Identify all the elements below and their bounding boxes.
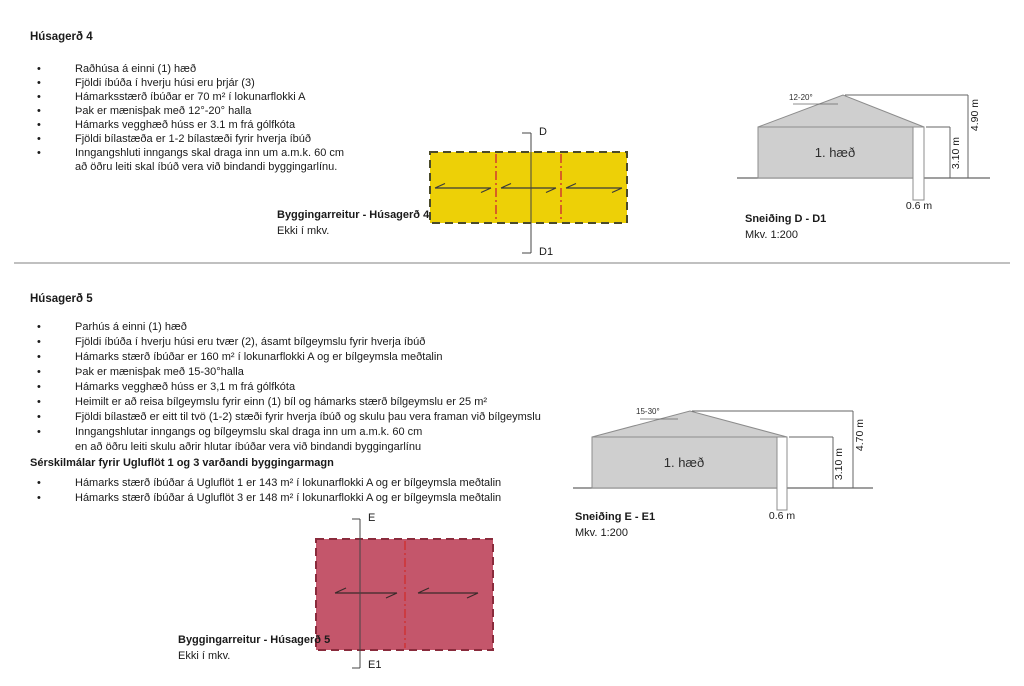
entrance-arrow <box>417 587 479 599</box>
entrance-arrow <box>434 182 492 194</box>
ridge-height-label-d: 4.90 m <box>969 99 981 132</box>
recess-width-label-e: 0.6 m <box>768 510 796 522</box>
cross-section-e-scale: Mkv. 1:200 <box>575 527 628 539</box>
entrance-recess <box>912 126 925 201</box>
bullet-item: Hámarksstærð íbúðar er 70 m² í lokunarfl… <box>30 90 690 104</box>
bullet-item: Inngangshluti inngangs skal draga inn um… <box>30 146 690 174</box>
ridge-height-label-e: 4.70 m <box>854 419 866 452</box>
entrance-arrow <box>334 587 398 599</box>
cross-section-d-scale: Mkv. 1:200 <box>745 229 798 241</box>
site-plan-5-drawing <box>315 518 494 669</box>
wall-height-dim-line <box>926 126 951 178</box>
ridge-height-dim-line <box>692 410 854 488</box>
entrance-arrow <box>565 182 623 194</box>
plan5-caption-scale: Ekki í mkv. <box>178 650 231 662</box>
plan4-caption-title: Byggingarreitur - Húsagerð 4 <box>277 209 430 221</box>
cross-section-d-title: Sneiðing D - D1 <box>745 213 827 225</box>
floor-label-d: 1. hæð <box>814 145 856 160</box>
entrance-arrow <box>500 182 557 194</box>
bullet-item: Fjöldi íbúða í hverju húsi eru þrjár (3) <box>30 76 690 90</box>
plan4-caption-scale: Ekki í mkv. <box>277 225 330 237</box>
husagerd4-bullet-list: Raðhúsa á einni (1) hæð Fjöldi íbúða í h… <box>30 62 690 174</box>
plan5-caption-title: Byggingarreitur - Húsagerð 5 <box>178 634 331 646</box>
wall-height-label-e: 3.10 m <box>833 448 845 481</box>
house-roof <box>757 94 925 128</box>
bullet-item: Hámarks stærð íbúðar á Ugluflöt 3 er 148… <box>30 491 690 506</box>
roof-angle-label-d: 12-20° <box>789 93 813 102</box>
bullet-item: Hámarks stærð íbúðar á Ugluflöt 1 er 143… <box>30 476 690 491</box>
wall-height-label-d: 3.10 m <box>950 137 962 170</box>
bullet-item: Heimilt er að reisa bílgeymslu fyrir ein… <box>30 395 690 410</box>
wall-height-dim-line <box>789 436 834 488</box>
serskilmalar-bullet-list: Hámarks stærð íbúðar á Ugluflöt 1 er 143… <box>30 476 690 506</box>
bullet-item: Fjöldi bílastæða er 1-2 bílastæði fyrir … <box>30 132 690 146</box>
cross-section-e-title: Sneiðing E - E1 <box>575 511 656 523</box>
husagerd5-bullet-list: Parhús á einni (1) hæð Fjöldi íbúða í hv… <box>30 320 690 455</box>
section-label-d1: D1 <box>539 246 554 258</box>
husagerd5-heading: Húsagerð 5 <box>30 293 93 305</box>
house-wall <box>757 126 914 179</box>
bullet-item: Raðhúsa á einni (1) hæð <box>30 62 690 76</box>
section-label-e: E <box>368 512 376 524</box>
bullet-item: Parhús á einni (1) hæð <box>30 320 690 335</box>
bullet-item: Hámarks vegghæð húss er 3.1 m frá gólfkó… <box>30 118 690 132</box>
entrance-recess <box>776 436 788 511</box>
bullet-item: Hámarks stærð íbúðar er 160 m² í lokunar… <box>30 350 690 365</box>
bullet-item: Hámarks vegghæð húss er 3,1 m frá gólfkó… <box>30 380 690 395</box>
cross-section-d-drawing <box>737 94 990 201</box>
bullet-item: Fjöldi bílastæð er eitt til tvö (1-2) st… <box>30 410 690 425</box>
recess-width-label-d: 0.6 m <box>905 200 933 212</box>
floor-label-e: 1. hæð <box>663 455 705 470</box>
bullet-item: Þak er mænisþak með 12°-20° halla <box>30 104 690 118</box>
bullet-item: Inngangshlutar inngangs og bílgeymslu sk… <box>30 425 690 455</box>
section-line-e <box>352 518 361 669</box>
bullet-item: Þak er mænisþak með 15-30°halla <box>30 365 690 380</box>
bullet-item: Fjöldi íbúða í hverju húsi eru tvær (2),… <box>30 335 690 350</box>
ridge-height-dim-line <box>845 94 969 178</box>
serskilmalar-heading: Sérskilmálar fyrir Ugluflöt 1 og 3 varða… <box>30 457 334 469</box>
section-label-e1: E1 <box>368 659 382 671</box>
roof-angle-label-e: 15-30° <box>636 407 660 416</box>
section-label-d: D <box>539 126 547 138</box>
husagerd4-heading: Húsagerð 4 <box>30 31 93 43</box>
